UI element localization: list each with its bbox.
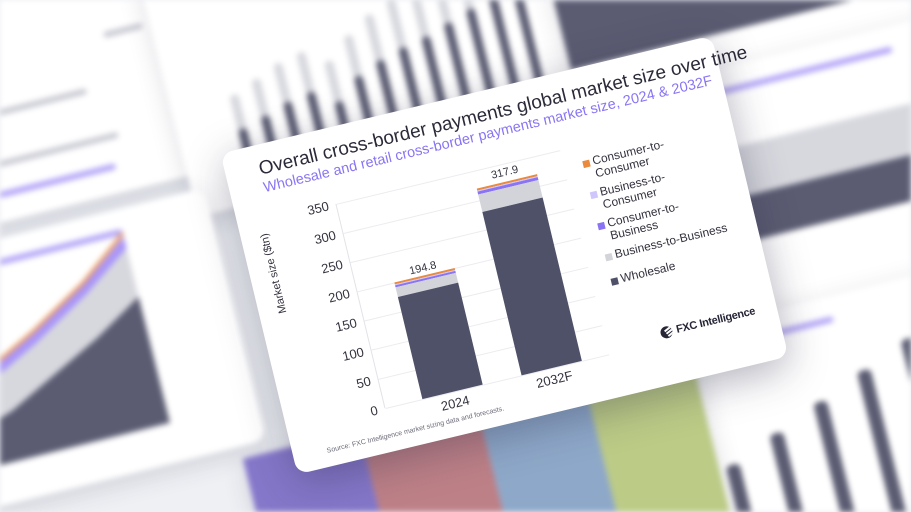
y-tick-label: 50 bbox=[354, 373, 373, 392]
bar-2032f[interactable] bbox=[476, 174, 582, 376]
legend-swatch-icon bbox=[597, 221, 606, 231]
logo-text: FXC Intelligence bbox=[675, 305, 757, 336]
brand-logo: FXC Intelligence bbox=[659, 305, 757, 340]
legend-swatch-icon bbox=[582, 159, 591, 169]
chart-legend: Consumer-to-Consumer Business-to-Consumer… bbox=[581, 122, 760, 293]
plot-area: 0 50 100 150 200 250 300 350 194.8 2024 317.9 2032F bbox=[306, 150, 610, 419]
y-tick-label: 350 bbox=[305, 198, 331, 219]
y-tick-label: 100 bbox=[340, 344, 366, 364]
legend-swatch-icon bbox=[589, 190, 599, 200]
y-tick-label: 150 bbox=[333, 315, 359, 335]
y-tick-label: 250 bbox=[319, 256, 345, 277]
bar-2024[interactable] bbox=[394, 268, 483, 400]
fxc-logo-icon bbox=[659, 325, 674, 340]
bg-card-stacked-area bbox=[0, 187, 267, 512]
legend-swatch-icon bbox=[604, 252, 614, 262]
y-axis-label: Market size ($tn) bbox=[258, 232, 290, 315]
bar-segment-wholesale[interactable] bbox=[397, 282, 483, 400]
legend-label: Wholesale bbox=[619, 258, 677, 286]
y-tick-label: 300 bbox=[312, 227, 338, 248]
bar-segment-wholesale[interactable] bbox=[482, 197, 582, 376]
y-tick-label: 200 bbox=[326, 285, 352, 306]
legend-swatch-icon bbox=[610, 277, 619, 286]
y-tick-label: 0 bbox=[368, 402, 380, 419]
